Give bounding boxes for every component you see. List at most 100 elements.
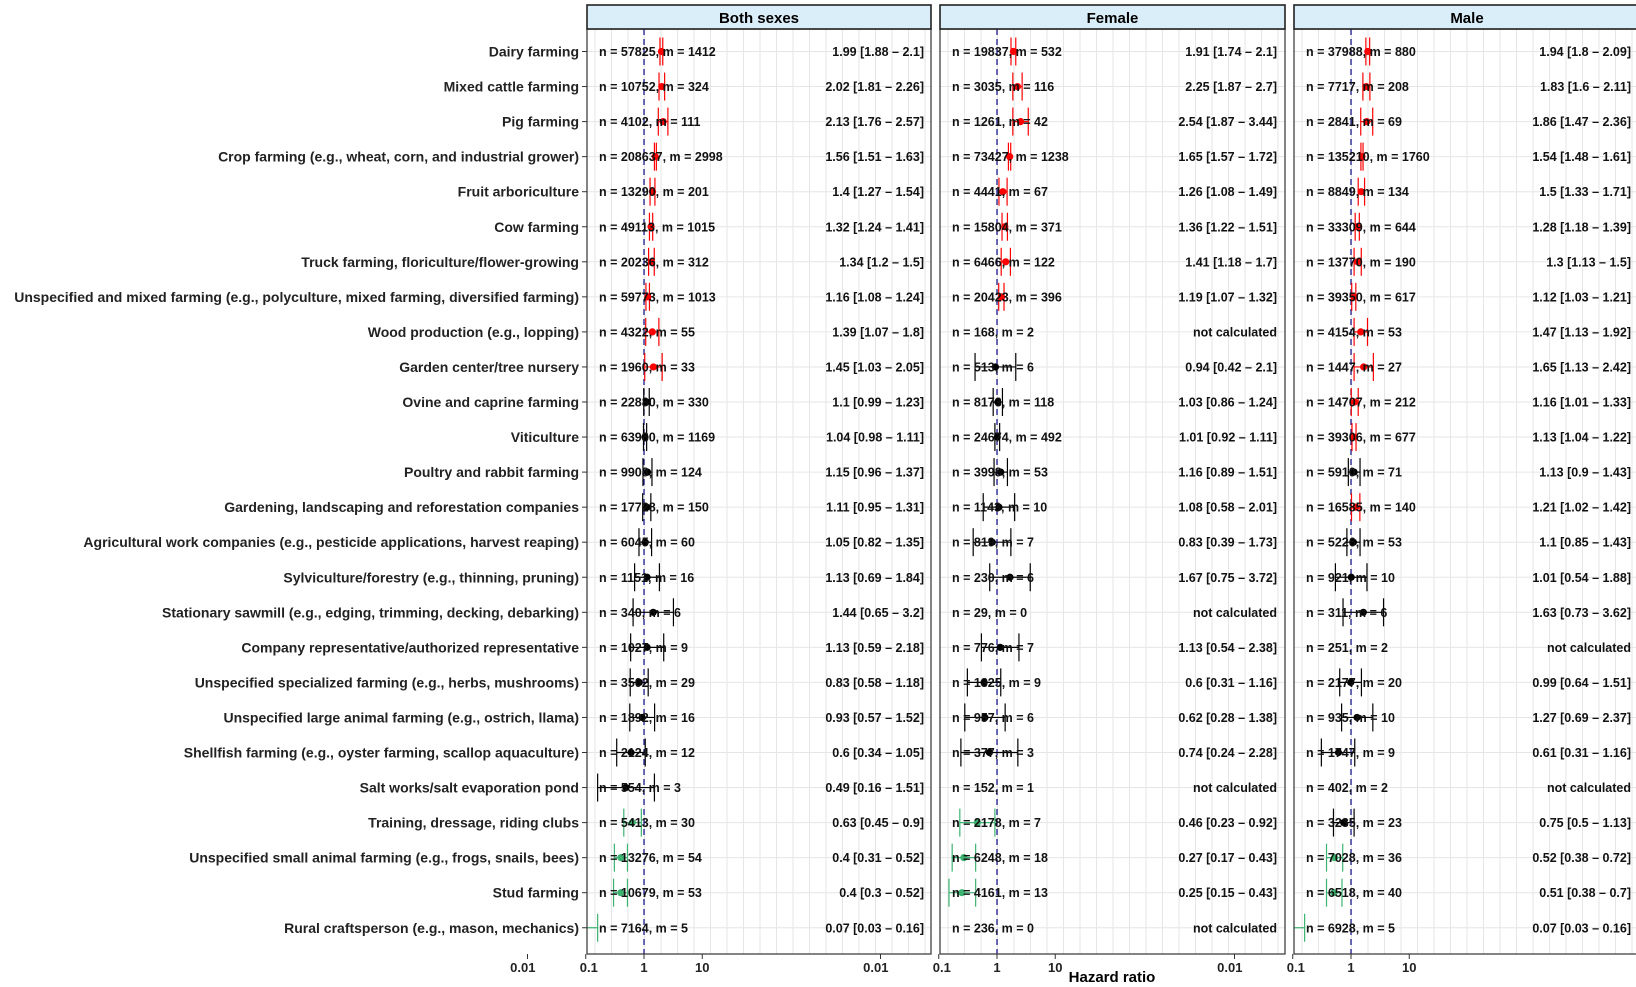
row-label: Company representative/authorized repres… (241, 639, 579, 655)
hr-point (1349, 538, 1358, 546)
hr-point (622, 783, 630, 792)
hr-point (659, 118, 667, 126)
n-count-label: n = 4161, m = 13 (952, 886, 1048, 900)
hr-ci-label: 1.13 [1.04 – 1.22] (1532, 431, 1631, 445)
n-count-label: n = 16585, m = 140 (1306, 501, 1416, 515)
n-count-label: n = 15804, m = 371 (952, 220, 1062, 234)
hr-point (1350, 468, 1358, 476)
hr-point (617, 854, 625, 862)
strip-header (586, 4, 932, 30)
hr-ci-label: 0.4 [0.3 – 0.52] (839, 886, 924, 900)
hr-ci-label: 1.27 [0.69 – 2.37] (1532, 711, 1631, 725)
x-tick-label: 1 (1347, 960, 1354, 975)
hr-ci-label: 1.45 [1.03 – 2.05] (825, 360, 924, 374)
hr-ci-label: 0.94 [0.42 – 2.1] (1185, 360, 1277, 374)
n-count-label: n = 1151, m = 16 (599, 571, 694, 585)
n-count-label: n = 1143, m = 10 (952, 501, 1047, 515)
hr-point (980, 678, 988, 687)
strip-title: Both sexes (719, 10, 799, 27)
hr-ci-label: 0.75 [0.5 – 1.13] (1539, 816, 1631, 830)
hr-ci-label: 1.39 [1.07 – 1.8] (832, 325, 924, 339)
hr-ci-label: 1.03 [0.86 – 1.24] (1178, 396, 1277, 410)
n-count-label: n = 1027, m = 9 (599, 641, 688, 655)
hr-point (960, 854, 968, 862)
hr-ci-label: 1.86 [1.47 – 2.36] (1532, 115, 1631, 129)
hr-ci-label: not calculated (1193, 325, 1277, 339)
hr-ci-label: 0.49 [0.16 – 1.51] (825, 781, 924, 795)
hr-point (958, 889, 966, 897)
n-count-label: n = 402, m = 2 (1306, 781, 1388, 795)
n-count-label: n = 3235, m = 23 (1306, 816, 1402, 830)
hr-point (1009, 47, 1017, 56)
hr-ci-label: 0.83 [0.58 – 1.18] (825, 676, 924, 690)
hr-ci-label: not calculated (1193, 921, 1277, 935)
hr-ci-label: 0.6 [0.34 – 1.05] (832, 746, 924, 760)
hr-point (985, 748, 993, 757)
hr-ci-label: 1.13 [0.69 – 1.84] (825, 571, 924, 585)
n-count-label: n = 168, m = 2 (952, 325, 1034, 339)
hr-point (1357, 188, 1365, 196)
hr-point (617, 889, 625, 897)
hr-point (643, 573, 651, 581)
x-tick-label: 10 (1048, 960, 1062, 975)
n-count-label: n = 73427, m = 1238 (952, 150, 1069, 164)
n-count-label: n = 513, m = 6 (952, 360, 1034, 374)
n-count-label: n = 236, m = 0 (952, 921, 1034, 935)
hr-ci-label: 0.52 [0.38 – 0.72] (1532, 851, 1631, 865)
hr-ci-label: 1.15 [0.96 – 1.37] (825, 466, 924, 480)
hr-point (1002, 258, 1010, 266)
row-label: Unspecified and mixed farming (e.g., pol… (14, 289, 579, 305)
strip-header (1293, 4, 1636, 30)
x-tick-label: 1 (640, 960, 647, 975)
hr-point (1006, 153, 1014, 161)
hr-ci-label: 0.07 [0.03 – 0.16] (825, 921, 924, 935)
hr-point (1347, 573, 1355, 581)
hr-ci-label: 1.94 [1.8 – 2.09] (1539, 45, 1631, 59)
row-label: Salt works/salt evaporation pond (360, 780, 579, 796)
n-count-label: n = 39306, m = 677 (1306, 431, 1416, 445)
hr-point (994, 398, 1002, 406)
n-count-label: n = 17728, m = 150 (599, 501, 709, 515)
hr-ci-label: 0.74 [0.24 – 2.28] (1178, 746, 1277, 760)
hr-point (1363, 118, 1371, 126)
row-label: Cow farming (494, 219, 579, 235)
x-tick-label: 0.01 (863, 960, 888, 975)
hr-ci-label: 1.54 [1.48 – 1.61] (1532, 150, 1631, 164)
hr-ci-label: 1.13 [0.54 – 2.38] (1178, 641, 1277, 655)
hr-ci-label: 1.1 [0.85 – 1.43] (1539, 536, 1631, 550)
hr-point (1351, 398, 1359, 406)
panel-female: n = 19837, m = 532 1.91 [1.74 – 2.1] n = 3… (939, 4, 1286, 955)
n-count-label: n = 10752, m = 324 (599, 80, 709, 94)
hr-point (973, 819, 981, 827)
n-count-label: n = 1325, m = 9 (952, 676, 1041, 690)
n-count-label: n = 230, m = 6 (952, 571, 1034, 585)
hr-ci-label: 1.16 [0.89 – 1.51] (1178, 466, 1277, 480)
hr-point (1340, 819, 1348, 827)
hr-ci-label: 1.91 [1.74 – 2.1] (1185, 45, 1277, 59)
hr-point (658, 82, 666, 91)
panel-grid (587, 29, 931, 954)
hr-ci-label: 1.63 [0.73 – 3.62] (1532, 606, 1631, 620)
panel-grid (940, 29, 1285, 954)
hr-ci-label: 1.01 [0.54 – 1.88] (1532, 571, 1631, 585)
n-count-label: n = 7028, m = 36 (1306, 851, 1402, 865)
x-tick-label: 1 (993, 960, 1000, 975)
n-count-label: n = 37988, m = 880 (1306, 45, 1416, 59)
hr-point (1353, 223, 1361, 231)
hr-ci-label: 2.13 [1.76 – 2.57] (825, 115, 924, 129)
n-count-label: n = 8173, m = 118 (952, 396, 1054, 410)
hr-point (635, 678, 643, 687)
hr-point (638, 713, 646, 722)
hr-ci-label: 1.36 [1.22 – 1.51] (1178, 220, 1277, 234)
strip-title: Female (1087, 10, 1139, 27)
hr-ci-label: 1.5 [1.33 – 1.71] (1539, 185, 1631, 199)
n-count-label: n = 7164, m = 5 (599, 921, 688, 935)
hr-point (647, 258, 656, 266)
row-label: Garden center/tree nursery (399, 359, 579, 375)
hr-point (647, 223, 655, 231)
n-count-label: n = 20423, m = 396 (952, 290, 1062, 304)
n-count-label: n = 20236, m = 312 (599, 255, 709, 269)
n-count-label: n = 776, m = 7 (952, 641, 1034, 655)
row-label: Dairy farming (489, 44, 579, 60)
